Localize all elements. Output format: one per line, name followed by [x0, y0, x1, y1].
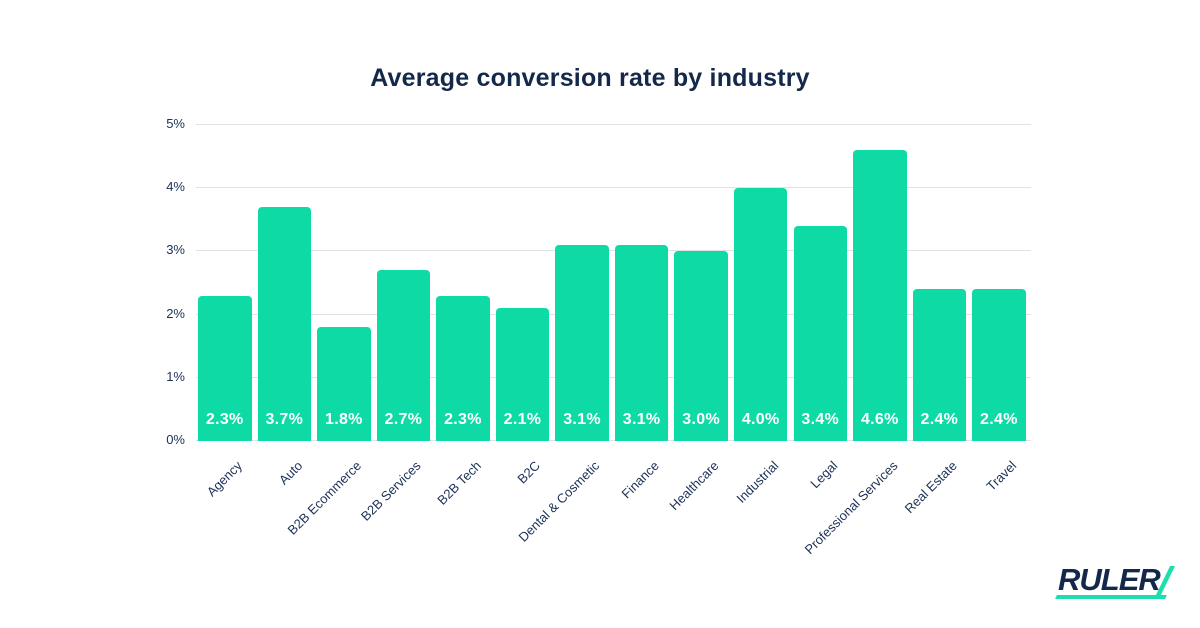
gridline-4%: [196, 187, 1031, 189]
y-tick-label-3%: 3%: [166, 242, 185, 258]
x-tick-label-finance: Finance: [618, 458, 663, 502]
x-tick-label-travel: Travel: [983, 458, 1020, 494]
bar-value-label: 2.4%: [980, 411, 1018, 428]
x-tick-label-healthcare: Healthcare: [666, 458, 722, 514]
bar-b2b-tech: 2.3%: [436, 295, 490, 441]
y-tick-label-1%: 1%: [166, 368, 185, 384]
ruler-logo-text: RULER: [1058, 562, 1161, 597]
bar-value-label: 1.8%: [325, 411, 363, 428]
bar-legal: 3.4%: [793, 226, 847, 441]
x-tick-label-agency: Agency: [204, 458, 246, 500]
bar-value-label: 2.3%: [205, 411, 244, 428]
bar-value-label: 4.0%: [741, 411, 780, 428]
bar-value-label: 2.7%: [384, 411, 423, 428]
bar-value-label: 3.0%: [682, 411, 720, 428]
bar-healthcare: 3.0%: [674, 251, 728, 441]
y-tick-label-0%: 0%: [166, 432, 185, 447]
bar-real-estate: 2.4%: [912, 289, 967, 441]
bar-value-label: 3.1%: [622, 411, 661, 428]
ruler-logo: RULER: [1050, 560, 1190, 610]
bar-value-label: 2.1%: [503, 411, 542, 428]
x-tick-label-real-estate: Real Estate: [901, 458, 960, 517]
y-tick-label-5%: 5%: [166, 116, 185, 131]
bar-value-label: 2.3%: [444, 411, 482, 428]
gridline-2%: [196, 313, 1031, 315]
y-tick-label-2%: 2%: [166, 305, 185, 321]
x-tick-label-b2c: B2C: [514, 458, 544, 487]
x-tick-label-b2b-services: B2B Services: [358, 458, 424, 524]
plot-area: 2.3% 3.7% 1.8% 2.7% 2.3% 2.1% 3.1% 3.1% 3.0% 4.0%…: [196, 124, 1031, 441]
bar-agency: 2.3%: [198, 295, 252, 441]
bar-value-label: 4.6%: [860, 411, 899, 428]
bar-value-label: 3.1%: [563, 411, 601, 428]
bar-b2c: 2.1%: [495, 308, 550, 441]
x-tick-label-legal: Legal: [807, 458, 841, 492]
bar-b2b-ecommerce: 1.8%: [317, 327, 371, 441]
gridline-5%: [196, 124, 1031, 125]
gridline-0%: [196, 440, 1031, 441]
x-tick-label-industrial: Industrial: [733, 458, 782, 506]
bar-finance: 3.1%: [614, 245, 669, 441]
y-tick-label-4%: 4%: [166, 179, 185, 195]
bar-dental-cosmetic: 3.1%: [555, 245, 609, 441]
chart-title: Average conversion rate by industry: [370, 64, 810, 92]
ruler-logo-underline-mark: [1055, 595, 1167, 599]
bar-travel: 2.4%: [972, 289, 1026, 441]
gridline-3%: [196, 250, 1031, 252]
bar-auto: 3.7%: [257, 207, 312, 441]
bar-value-label: 3.4%: [801, 411, 840, 428]
bar-professional-services: 4.6%: [853, 150, 907, 441]
x-tick-label-b2b-tech: B2B Tech: [433, 458, 484, 508]
gridline-1%: [196, 376, 1031, 378]
bar-value-label: 2.4%: [920, 411, 959, 428]
bar-b2b-services: 2.7%: [376, 270, 431, 441]
bar-value-label: 3.7%: [265, 411, 304, 428]
bar-industrial: 4.0%: [733, 188, 788, 441]
x-tick-label-auto: Auto: [275, 458, 305, 488]
